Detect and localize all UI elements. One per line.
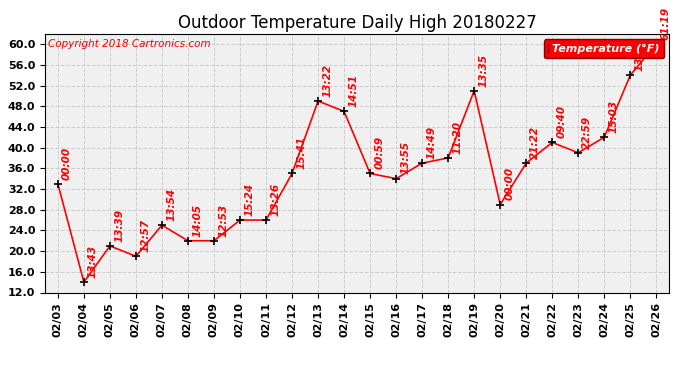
Text: 13:55: 13:55 (400, 141, 411, 174)
Text: 13:54: 13:54 (166, 188, 176, 221)
Text: 22:59: 22:59 (582, 116, 593, 148)
Text: 61:19: 61:19 (660, 7, 671, 40)
Text: 14:51: 14:51 (348, 74, 358, 107)
Text: Copyright 2018 Cartronics.com: Copyright 2018 Cartronics.com (48, 39, 210, 49)
Text: 13:22: 13:22 (322, 64, 332, 97)
Text: 13:01: 13:01 (634, 38, 644, 71)
Text: 14:49: 14:49 (426, 126, 436, 159)
Text: 15:03: 15:03 (609, 100, 618, 133)
Text: 14:05: 14:05 (192, 204, 202, 237)
Text: 00:00: 00:00 (504, 167, 514, 200)
Legend: Temperature (°F): Temperature (°F) (544, 39, 664, 58)
Text: 13:39: 13:39 (114, 209, 124, 242)
Text: 00:00: 00:00 (62, 147, 72, 180)
Text: 11:20: 11:20 (453, 121, 462, 154)
Text: 13:26: 13:26 (270, 183, 280, 216)
Text: 09:40: 09:40 (556, 105, 566, 138)
Text: 15:41: 15:41 (296, 136, 306, 169)
Text: 21:22: 21:22 (531, 126, 540, 159)
Title: Outdoor Temperature Daily High 20180227: Outdoor Temperature Daily High 20180227 (178, 14, 536, 32)
Text: 15:24: 15:24 (244, 183, 254, 216)
Text: 00:59: 00:59 (374, 136, 384, 169)
Text: 13:35: 13:35 (478, 53, 489, 87)
Text: 12:57: 12:57 (140, 219, 150, 252)
Text: 12:53: 12:53 (218, 204, 228, 237)
Text: 13:43: 13:43 (88, 245, 98, 278)
